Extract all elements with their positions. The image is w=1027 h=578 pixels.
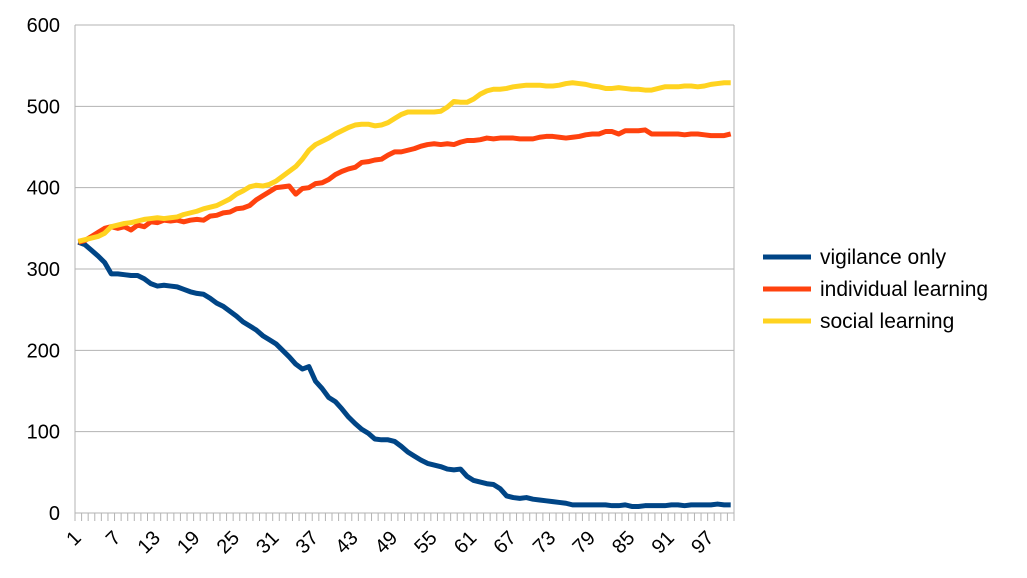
legend-label: vigilance only [820,246,947,269]
x-tick-label: 43 [331,527,362,558]
x-tick-label: 49 [371,527,402,558]
x-axis-minor-ticks [74,513,735,521]
y-axis-tick-labels: 0 100 200 300 400 500 600 [27,15,60,525]
y-tick-label: 600 [27,15,60,37]
series-line-social-learning [77,80,731,244]
plot-series [77,80,732,509]
x-tick-label: 31 [252,527,283,558]
x-tick-label: 1 [62,527,85,550]
legend-label: individual learning [820,278,988,301]
x-tick-label: 7 [102,527,125,550]
x-tick-label: 55 [410,527,441,558]
x-tick-label: 79 [569,527,600,558]
x-tick-label: 85 [608,527,639,558]
x-axis-tick-labels: 1 7 13 19 25 31 37 43 49 55 61 67 73 79 85 91 97 [62,527,718,558]
y-tick-label: 300 [27,259,60,281]
x-tick-label: 25 [213,527,244,558]
y-tick-label: 200 [27,340,60,362]
y-tick-label: 400 [27,178,60,200]
legend: vigilance only individual learning social … [763,246,988,333]
y-tick-label: 0 [49,503,60,525]
series-line-individual-learning [77,127,732,245]
x-tick-label: 37 [292,527,323,558]
x-tick-label: 19 [173,527,204,558]
y-tick-label: 500 [27,96,60,118]
series-line-vigilance-only [77,239,731,509]
x-tick-label: 67 [489,527,520,558]
x-tick-label: 61 [450,527,481,558]
gridlines [74,24,735,521]
legend-label: social learning [820,310,954,333]
x-tick-label: 13 [134,527,165,558]
x-tick-label: 97 [687,527,718,558]
x-tick-label: 73 [529,527,560,558]
x-tick-label: 91 [648,527,679,558]
y-tick-label: 100 [27,422,60,444]
